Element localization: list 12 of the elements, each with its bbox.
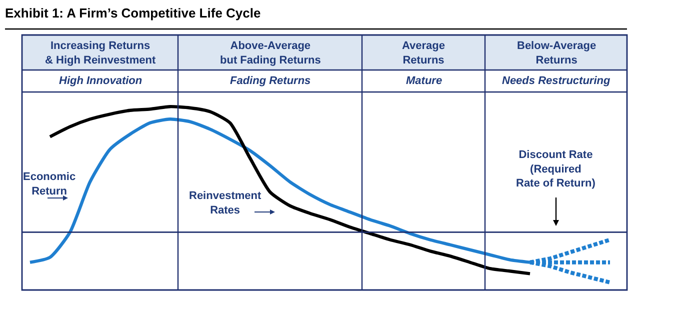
text: High Innovation bbox=[59, 75, 142, 87]
series-label: Reinvestment Rates bbox=[189, 190, 262, 216]
chart-title: Exhibit 1: A Firm’s Competitive Life Cycle bbox=[5, 6, 261, 21]
text: Average Returns bbox=[402, 40, 446, 66]
text: Needs Restructuring bbox=[502, 75, 610, 87]
text: Increasing Returns & High Reinvestment bbox=[45, 40, 156, 66]
text: Fading Returns bbox=[230, 75, 311, 87]
text: Mature bbox=[406, 75, 442, 87]
series-label: Economic Return bbox=[23, 171, 76, 198]
text: Above-Average but Fading Returns bbox=[220, 40, 321, 66]
text: Below-Average Returns bbox=[517, 40, 596, 66]
annotation: Discount Rate (Required Rate of Return) bbox=[516, 149, 596, 190]
